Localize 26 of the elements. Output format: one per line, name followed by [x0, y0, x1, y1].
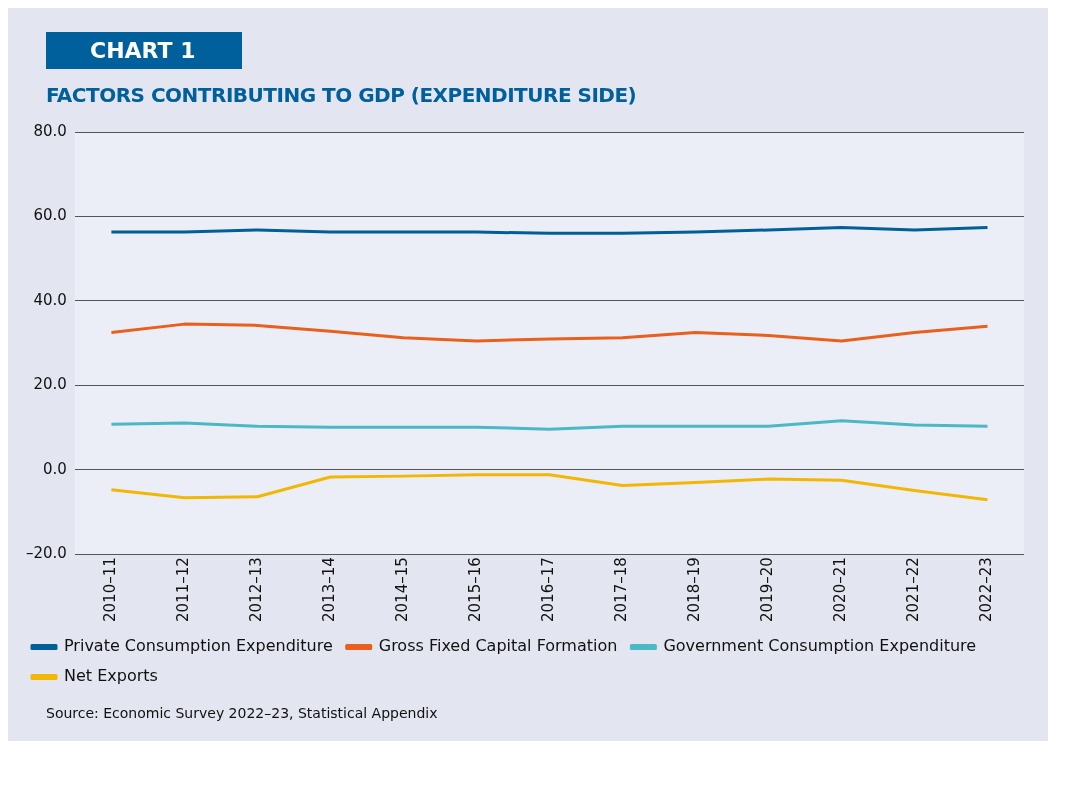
legend-label: Private Consumption Expenditure: [64, 636, 333, 656]
y-tick-label: 80.0: [33, 121, 67, 140]
legend-label: Net Exports: [64, 666, 158, 686]
y-tick-label: 40.0: [33, 290, 67, 309]
x-tick-label: 2017–18: [612, 557, 631, 622]
x-tick-label: 2014–15: [393, 557, 412, 622]
x-tick-label: 2021–22: [904, 557, 923, 622]
x-tick-label: 2012–13: [247, 557, 266, 622]
x-tick-label: 2013–14: [320, 557, 339, 622]
y-tick-label: 60.0: [33, 206, 67, 225]
x-tick-label: 2011–12: [174, 557, 193, 622]
legend-label: Gross Fixed Capital Formation: [378, 636, 618, 656]
x-tick-label: 2016–17: [539, 557, 558, 622]
y-tick-label: –20.0: [25, 544, 67, 563]
x-tick-label: 2010–11: [101, 557, 120, 622]
y-tick-label: 0.0: [43, 459, 67, 478]
x-tick-label: 2022–23: [977, 557, 996, 622]
chart-title: CHART 1: [46, 32, 242, 69]
legend-label: Government Consumption Expenditure: [663, 636, 977, 656]
chart-subtitle: FACTORS CONTRIBUTING TO GDP (EXPENDITURE SIDE): [46, 83, 638, 107]
source-note: Source: Economic Survey 2022–23, Statistical Appendix: [46, 705, 439, 721]
x-tick-label: 2019–20: [758, 557, 777, 622]
x-tick-label: 2018–19: [685, 557, 704, 622]
y-tick-label: 20.0: [33, 375, 67, 394]
x-tick-label: 2020–21: [831, 557, 850, 622]
x-tick-label: 2015–16: [466, 557, 485, 622]
